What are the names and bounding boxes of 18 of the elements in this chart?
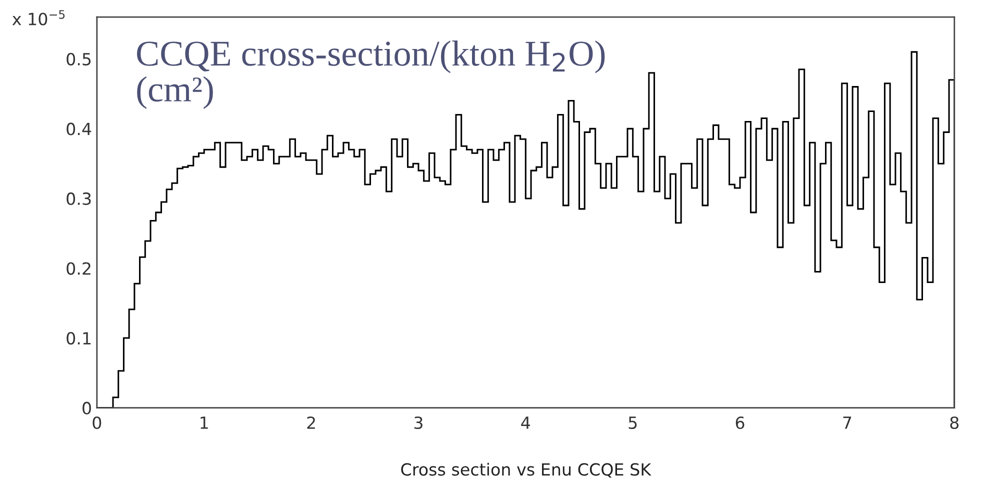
text: x 10$^{−5}$ bbox=[12, 10, 65, 26]
x-tick-label: 8 bbox=[950, 416, 959, 430]
x-tick-label: 2 bbox=[307, 416, 315, 429]
x-tick-label: 3 bbox=[414, 416, 422, 430]
x-tick-label: 6 bbox=[736, 416, 744, 430]
x-tick-label: 4 bbox=[521, 416, 530, 429]
y-tick-label: 0.4 bbox=[66, 122, 92, 136]
y-tick-label: 0.2 bbox=[66, 262, 90, 275]
y-tick-label: 0.3 bbox=[66, 192, 91, 206]
x-axis-title: Cross section vs Enu CCQE SK bbox=[401, 462, 652, 478]
y-tick-label: 0.1 bbox=[66, 332, 91, 345]
x-tick-label: 0 bbox=[92, 416, 102, 430]
y-tick-label: 0 bbox=[82, 402, 91, 414]
x-tick-label: 1 bbox=[200, 416, 208, 429]
x-tick-label: 7 bbox=[843, 416, 852, 429]
x-tick-label: 5 bbox=[628, 416, 637, 430]
y-tick-label: 0.5 bbox=[66, 52, 91, 66]
chart-title: CCQE cross-section/(kton H$_{2}$O) (cm²) bbox=[136, 40, 605, 109]
